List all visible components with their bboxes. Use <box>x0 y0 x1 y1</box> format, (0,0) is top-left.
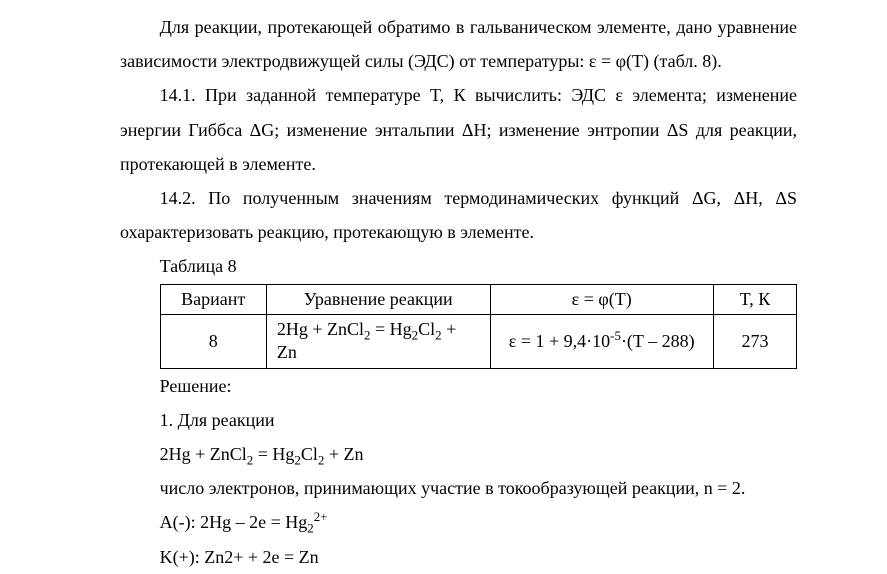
col-temperature: T, К <box>713 284 796 314</box>
cell-variant: 8 <box>160 314 266 368</box>
table-header-row: Вариант Уравнение реакции ε = φ(T) T, К <box>160 284 796 314</box>
cell-equation: 2Hg + ZnCl2 = Hg2Cl2 + Zn <box>266 314 490 368</box>
cell-temperature: 273 <box>713 314 796 368</box>
cell-epsilon: ε = 1 + 9,4·10-5·(T – 288) <box>490 314 713 368</box>
table-data-row: 8 2Hg + ZnCl2 = Hg2Cl2 + Zn ε = 1 + 9,4·… <box>160 314 796 368</box>
paragraph-14-1: 14.1. При заданной температуре T, К вычи… <box>120 78 797 181</box>
paragraph-14-2: 14.2. По полученным значениям термодинам… <box>120 181 797 249</box>
paragraph-intro: Для реакции, протекающей обратимо в галь… <box>120 10 797 78</box>
step-1-text: число электронов, принимающих участие в … <box>120 471 797 505</box>
step-1-label: 1. Для реакции <box>120 403 797 437</box>
col-epsilon: ε = φ(T) <box>490 284 713 314</box>
cathode-line: K(+): Zn2+ + 2e = Zn <box>120 540 797 574</box>
table-caption: Таблица 8 <box>120 249 797 283</box>
data-table: Вариант Уравнение реакции ε = φ(T) T, К … <box>160 284 797 369</box>
col-variant: Вариант <box>160 284 266 314</box>
solution-label: Решение: <box>120 369 797 403</box>
equation-line: 2Hg + ZnCl2 = Hg2Cl2 + Zn <box>120 437 797 471</box>
col-equation: Уравнение реакции <box>266 284 490 314</box>
anode-line: A(-): 2Hg – 2e = Hg22+ <box>120 505 797 539</box>
